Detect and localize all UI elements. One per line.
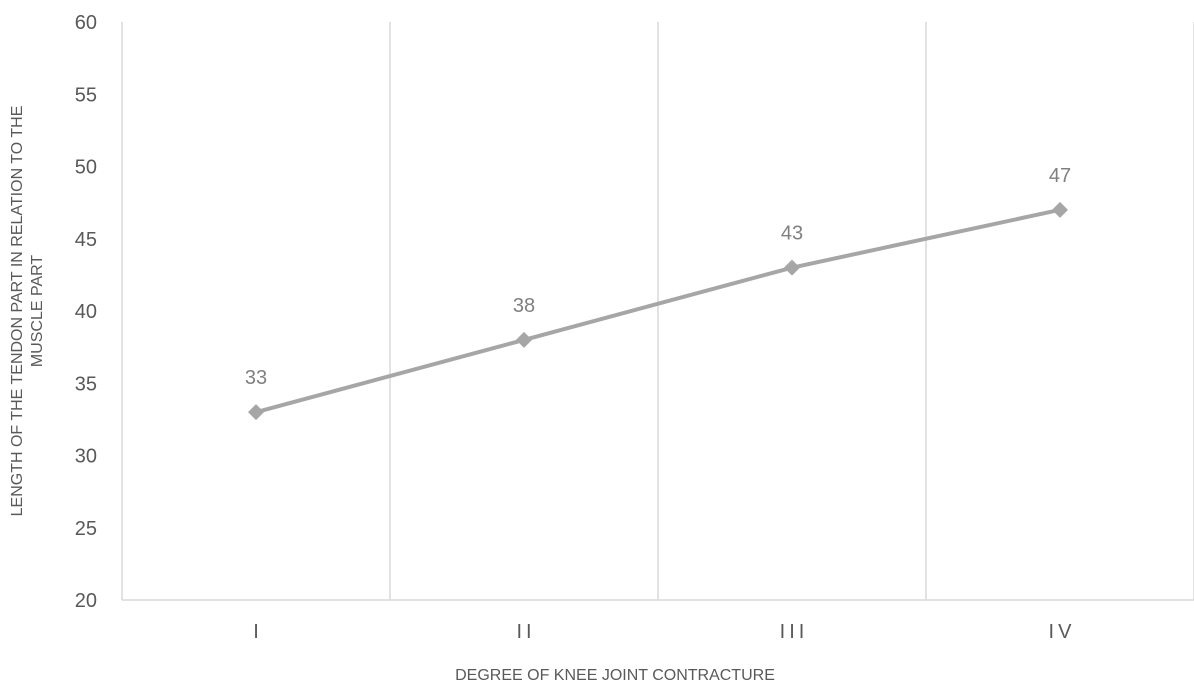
y-tick-label: 50: [75, 157, 97, 179]
data-point-marker: [1052, 201, 1068, 218]
data-label: 47: [1049, 165, 1071, 187]
y-tick-label: 55: [75, 84, 97, 106]
x-tick-label: I: [253, 621, 263, 643]
series-line: [254, 207, 1062, 415]
data-label: 33: [245, 367, 267, 389]
data-label: 38: [513, 295, 535, 317]
x-axis-title: DEGREE OF KNEE JOINT CONTRACTURE: [455, 667, 775, 684]
y-tick-label: 60: [75, 12, 97, 34]
y-tick-label: 25: [75, 518, 97, 540]
y-tick-label: 40: [75, 301, 97, 323]
x-tick-label: II: [516, 621, 535, 643]
data-point-marker: [516, 331, 532, 348]
gridlines: [121, 22, 1194, 600]
y-tick-label: 45: [75, 229, 97, 251]
series: [248, 201, 1068, 421]
data-label: 43: [781, 223, 803, 245]
data-point-marker: [248, 404, 264, 421]
x-tick-label: IV: [1049, 621, 1076, 643]
y-tick-label: 35: [75, 373, 97, 395]
data-point-marker: [784, 259, 800, 276]
x-tick-label: III: [780, 621, 809, 643]
y-axis-title: LENGTH OF THE TENDON PART IN RELATION TO…: [9, 106, 46, 517]
y-tick-label: 20: [75, 590, 97, 612]
y-tick-label: 30: [75, 446, 97, 468]
